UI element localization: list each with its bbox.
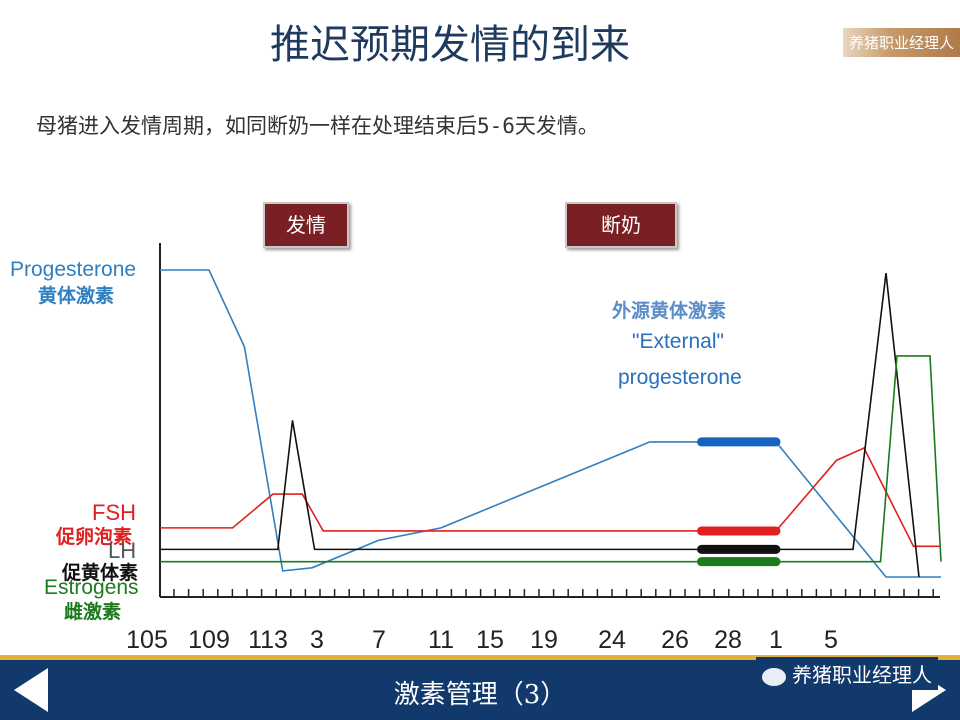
logo-top: 养猪职业经理人	[842, 28, 960, 57]
hormone-chart: 105 109 113 3 7 11 15 19 24 26 28 1 5	[126, 243, 942, 654]
wechat-text: 养猪职业经理人	[792, 663, 932, 687]
lh-label-en: LH	[108, 538, 137, 563]
x-tick-label: 113	[248, 626, 288, 654]
fsh-label-en: FSH	[92, 500, 136, 525]
x-tick-label: 3	[310, 626, 324, 654]
external-label-cn: 外源黄体激素	[612, 300, 727, 322]
subtitle: 母猪进入发情周期，如同断奶一样在处理结束后5-6天发情。	[36, 114, 599, 138]
series-line-0	[160, 269, 941, 578]
weaning-tag: 断奶	[565, 202, 677, 248]
page-title: 推迟预期发情的到来	[270, 22, 630, 68]
x-tick-label: 15	[476, 626, 504, 654]
prev-arrow-icon[interactable]	[14, 668, 48, 712]
x-tick-label: 7	[372, 626, 386, 654]
fsh-label-cn: 促卵泡素	[56, 526, 133, 548]
x-tick-label: 19	[530, 626, 558, 654]
x-tick-label: 26	[661, 626, 689, 654]
estrogens-label-en: Estrogens	[44, 576, 139, 599]
x-tick-label: 109	[188, 626, 230, 654]
x-tick-label: 11	[428, 626, 454, 654]
series-line-1	[160, 447, 941, 548]
x-tick-label: 24	[598, 626, 626, 654]
progesterone-label-cn: 黄体激素	[38, 285, 115, 307]
external-label-line1: "External"	[632, 330, 724, 353]
wechat-icon	[762, 667, 786, 686]
estrogens-label-cn: 雌激素	[64, 601, 122, 623]
lh-label-cn: 促黄体素	[62, 562, 139, 584]
footer-title: 激素管理（3）	[393, 680, 567, 710]
wechat-badge: 养猪职业经理人	[756, 657, 938, 690]
footer-stripe	[0, 655, 960, 660]
x-tick-label: 5	[824, 626, 838, 654]
estrus-tag: 发情	[263, 202, 349, 248]
external-label-line2: progesterone	[618, 366, 742, 389]
x-tick-label: 1	[769, 626, 783, 654]
x-tick-label: 105	[126, 626, 168, 654]
x-tick-label: 28	[714, 626, 742, 654]
progesterone-label-en: Progesterone	[10, 258, 137, 281]
